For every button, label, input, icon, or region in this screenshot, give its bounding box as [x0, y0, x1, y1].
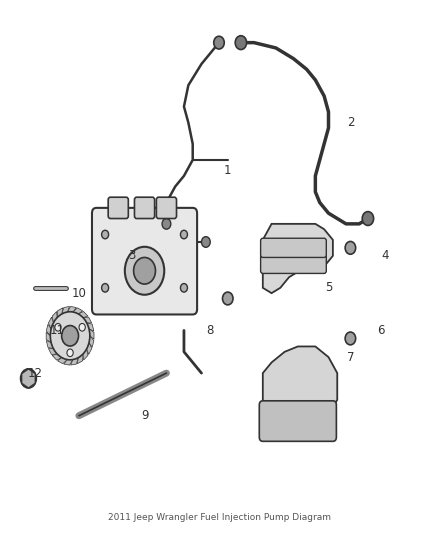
Polygon shape	[62, 306, 70, 314]
Polygon shape	[83, 349, 88, 360]
Polygon shape	[46, 324, 51, 336]
Circle shape	[134, 257, 155, 284]
Polygon shape	[21, 369, 35, 388]
FancyBboxPatch shape	[261, 238, 326, 257]
Polygon shape	[71, 358, 78, 365]
Polygon shape	[64, 360, 73, 365]
Polygon shape	[57, 358, 67, 364]
Text: 4: 4	[381, 249, 389, 262]
Circle shape	[214, 36, 224, 49]
Text: 11: 11	[49, 324, 64, 337]
Text: 5: 5	[325, 281, 332, 294]
Text: 8: 8	[207, 324, 214, 337]
Text: 2011 Jeep Wrangler Fuel Injection Pump Diagram: 2011 Jeep Wrangler Fuel Injection Pump D…	[107, 513, 331, 522]
FancyBboxPatch shape	[261, 254, 326, 273]
Polygon shape	[87, 343, 92, 354]
Polygon shape	[89, 336, 94, 348]
Text: 2: 2	[346, 116, 354, 129]
Text: 3: 3	[128, 249, 135, 262]
Circle shape	[162, 219, 171, 229]
Polygon shape	[263, 346, 337, 426]
Text: 9: 9	[141, 409, 148, 422]
Circle shape	[125, 247, 164, 295]
Polygon shape	[87, 323, 94, 331]
Polygon shape	[46, 332, 51, 343]
Circle shape	[50, 312, 90, 360]
Text: 10: 10	[71, 287, 86, 300]
Text: 6: 6	[377, 324, 385, 337]
Circle shape	[345, 332, 356, 345]
Circle shape	[223, 292, 233, 305]
Circle shape	[345, 241, 356, 254]
Polygon shape	[263, 224, 333, 293]
Polygon shape	[73, 308, 83, 314]
Circle shape	[102, 284, 109, 292]
Circle shape	[235, 36, 247, 50]
Circle shape	[180, 284, 187, 292]
Circle shape	[67, 349, 73, 357]
Polygon shape	[49, 317, 53, 329]
Circle shape	[201, 237, 210, 247]
Polygon shape	[83, 317, 92, 323]
Polygon shape	[78, 311, 88, 318]
Circle shape	[180, 230, 187, 239]
Circle shape	[55, 324, 61, 331]
Circle shape	[79, 324, 85, 331]
FancyBboxPatch shape	[156, 197, 177, 219]
Polygon shape	[78, 354, 83, 364]
Circle shape	[21, 369, 36, 388]
Polygon shape	[52, 354, 62, 360]
FancyBboxPatch shape	[92, 208, 197, 314]
Polygon shape	[46, 341, 53, 349]
Text: 12: 12	[28, 367, 42, 379]
Circle shape	[362, 212, 374, 225]
FancyBboxPatch shape	[259, 401, 336, 441]
FancyBboxPatch shape	[108, 197, 128, 219]
Polygon shape	[52, 311, 57, 323]
Text: 1: 1	[224, 164, 232, 177]
Polygon shape	[67, 306, 76, 312]
Polygon shape	[49, 349, 57, 354]
FancyBboxPatch shape	[134, 197, 155, 219]
Polygon shape	[57, 308, 63, 318]
Text: 7: 7	[346, 351, 354, 364]
Circle shape	[102, 230, 109, 239]
Circle shape	[62, 326, 78, 346]
Polygon shape	[89, 329, 94, 340]
